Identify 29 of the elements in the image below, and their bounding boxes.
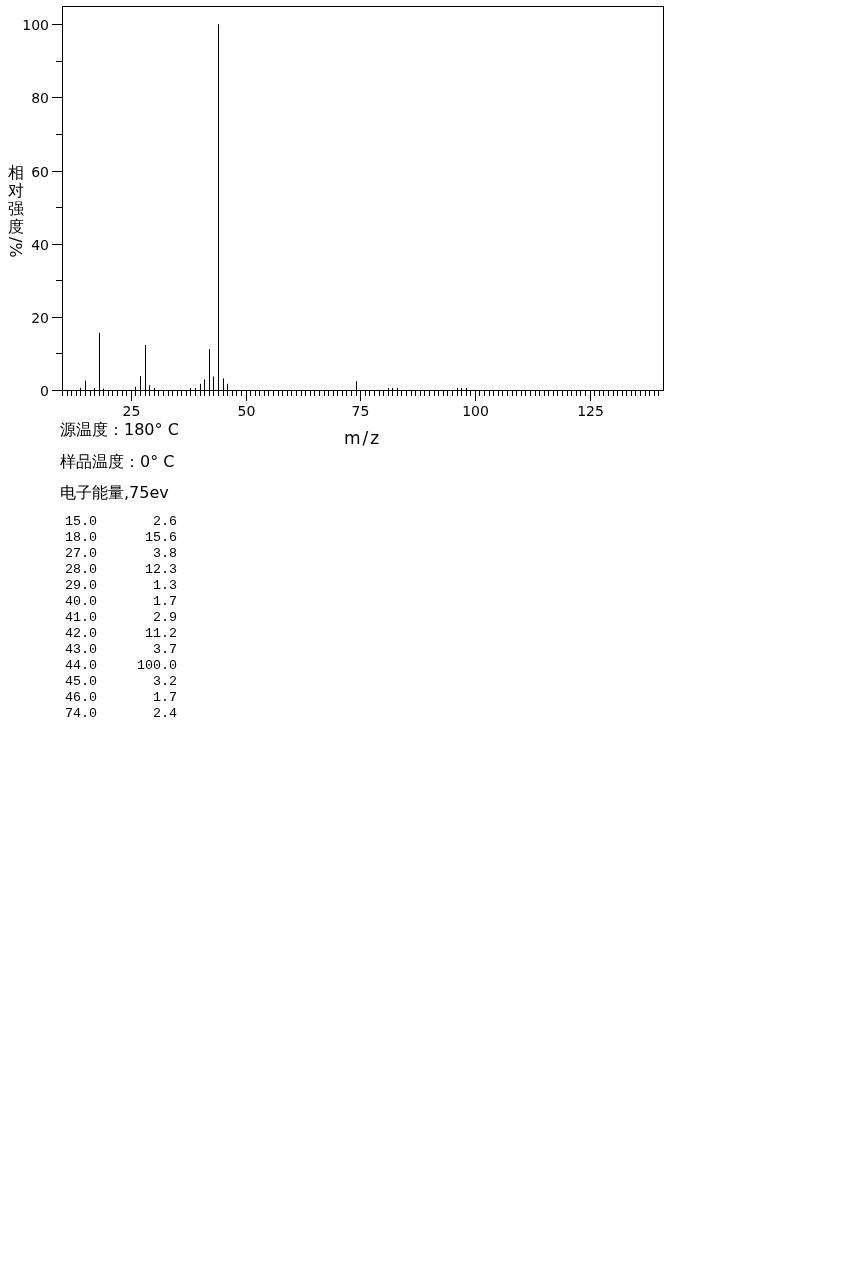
y-tick-label: 40 bbox=[31, 236, 49, 253]
x-tick-label: 25 bbox=[122, 403, 141, 419]
y-tick-label: 20 bbox=[31, 309, 49, 326]
table-row: 29.0 1.3 bbox=[65, 578, 177, 593]
x-tick-label: 75 bbox=[351, 403, 370, 419]
x-tick-label: 100 bbox=[462, 403, 489, 419]
table-row: 40.0 1.7 bbox=[65, 594, 177, 609]
table-row: 27.0 3.8 bbox=[65, 546, 177, 561]
table-row: 46.0 1.7 bbox=[65, 690, 177, 705]
y-tick-label: 60 bbox=[31, 163, 49, 180]
table-row: 43.0 3.7 bbox=[65, 642, 177, 657]
table-row: 28.0 12.3 bbox=[65, 562, 177, 577]
table-row: 74.0 2.4 bbox=[65, 706, 177, 721]
table-row: 18.0 15.6 bbox=[65, 530, 177, 545]
x-axis-title: m/z bbox=[343, 428, 382, 448]
table-row: 42.0 11.2 bbox=[65, 626, 177, 641]
y-tick-label: 100 bbox=[22, 16, 49, 33]
table-row: 41.0 2.9 bbox=[65, 610, 177, 625]
note: 样品温度：0° C bbox=[60, 451, 175, 471]
table-row: 44.0 100.0 bbox=[65, 658, 177, 673]
y-tick-label: 0 bbox=[40, 382, 49, 399]
x-tick-label: 125 bbox=[577, 403, 604, 419]
y-tick-label: 80 bbox=[31, 89, 49, 106]
x-tick-label: 50 bbox=[237, 403, 256, 419]
table-row: 45.0 3.2 bbox=[65, 674, 177, 689]
table-row: 15.0 2.6 bbox=[65, 514, 177, 529]
y-axis-title: 相对强度/% bbox=[6, 163, 25, 258]
note: 源温度：180° C bbox=[60, 420, 179, 439]
note: 电子能量,75ev bbox=[60, 483, 169, 502]
